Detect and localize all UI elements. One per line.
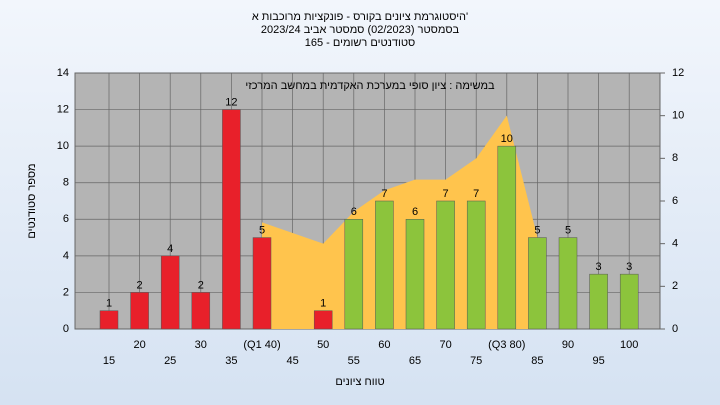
value-label: 3 (626, 261, 632, 273)
x-tick-label: 20 (133, 339, 145, 351)
value-label: 5 (565, 224, 571, 236)
value-label: 10 (501, 133, 513, 145)
value-label: 4 (167, 243, 173, 255)
bar (466, 200, 486, 330)
bar (589, 273, 608, 330)
y2-tick-label: 4 (672, 238, 678, 250)
value-label: 3 (596, 261, 602, 273)
title: בסמסטר (02/2023) סמסטר אביב 2023/24 (261, 24, 460, 36)
value-label: 5 (534, 224, 540, 236)
bar (436, 200, 455, 330)
y-tick-label: 6 (63, 213, 69, 225)
value-label: 6 (351, 206, 357, 218)
y2-tick-label: 6 (672, 195, 678, 207)
value-label: 2 (137, 279, 143, 291)
annotation: במשימה : ציון סופי במערכת האקדמית במחשב … (245, 80, 495, 92)
bar (375, 200, 394, 330)
y-tick-label: 0 (63, 323, 69, 335)
x-tick-label: 100 (620, 339, 638, 351)
x-tick-label: 50 (317, 339, 329, 351)
value-label: 7 (381, 188, 387, 200)
bar (619, 273, 639, 330)
x-tick-label: 75 (470, 355, 482, 367)
bar (160, 255, 180, 330)
y2-tick-label: 0 (672, 323, 678, 335)
y2-tick-label: 12 (672, 67, 684, 79)
x-tick-label: 15 (103, 355, 115, 367)
x-tick-label: 35 (225, 355, 237, 367)
bar (405, 219, 425, 330)
value-label: 7 (443, 188, 449, 200)
x-tick-label: 70 (439, 339, 451, 351)
bar (191, 292, 211, 330)
bar (99, 310, 119, 330)
title: היסטוגרמת ציונים בקורס - פונקציות מרוכבו… (252, 11, 468, 23)
value-label: 12 (225, 96, 237, 108)
bar (558, 237, 578, 330)
y-tick-label: 8 (63, 177, 69, 189)
y-tick-label: 14 (57, 67, 69, 79)
bar (252, 237, 272, 330)
bar (130, 292, 149, 330)
x-tick-label: 90 (562, 339, 574, 351)
x-tick-label: 85 (531, 355, 543, 367)
x-tick-label: 95 (592, 355, 604, 367)
bar (497, 145, 517, 330)
value-label: 7 (473, 188, 479, 200)
x-axis-label: טווח ציונים (335, 376, 384, 388)
x-tick-label: 55 (348, 355, 360, 367)
x-tick-label: 45 (286, 355, 298, 367)
y-tick-label: 4 (63, 250, 69, 262)
value-label: 1 (320, 298, 326, 310)
y-tick-label: 2 (63, 286, 69, 298)
value-label: 5 (259, 224, 265, 236)
y2-tick-label: 10 (672, 110, 684, 122)
x-tick-label: (Q1 40) (243, 339, 280, 351)
x-tick-label: 25 (164, 355, 176, 367)
x-tick-label: 30 (195, 339, 207, 351)
y2-tick-label: 2 (672, 280, 678, 292)
bar (313, 310, 333, 330)
y-axis-label: מספר סטודנטים (26, 163, 38, 238)
y-tick-label: 12 (57, 103, 69, 115)
bar (528, 237, 547, 330)
bar (344, 219, 364, 330)
value-label: 6 (412, 206, 418, 218)
y2-tick-label: 8 (672, 152, 678, 164)
bar (222, 109, 241, 330)
x-tick-label: 65 (409, 355, 421, 367)
x-tick-label: (Q3 80) (488, 339, 525, 351)
value-label: 2 (198, 279, 204, 291)
y-tick-label: 10 (57, 140, 69, 152)
x-tick-label: 60 (378, 339, 390, 351)
title: סטודנטים רשומים - 165 (305, 37, 416, 49)
value-label: 1 (106, 298, 112, 310)
